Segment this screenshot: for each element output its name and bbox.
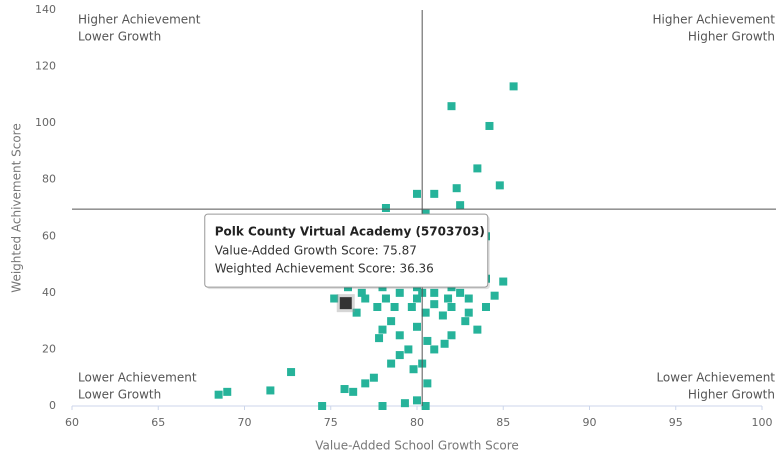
point bbox=[407, 303, 416, 311]
point bbox=[438, 311, 447, 320]
x-tick-label: 70 bbox=[238, 416, 252, 429]
point bbox=[413, 396, 421, 405]
point bbox=[413, 189, 421, 198]
point bbox=[375, 334, 384, 343]
point bbox=[423, 379, 432, 388]
y-axis-title: Weighted Achivement Score bbox=[10, 123, 24, 292]
point bbox=[423, 336, 432, 345]
point bbox=[440, 339, 449, 348]
quadrant-label: Lower Achievement bbox=[656, 371, 775, 385]
point bbox=[430, 288, 439, 297]
point bbox=[214, 390, 223, 399]
x-tick-label: 90 bbox=[583, 416, 597, 429]
point bbox=[473, 325, 482, 334]
y-tick-label: 100 bbox=[35, 116, 56, 129]
point bbox=[473, 164, 482, 173]
point bbox=[349, 387, 358, 396]
point bbox=[395, 351, 404, 360]
point bbox=[430, 345, 439, 354]
point bbox=[430, 300, 439, 309]
x-axis-title: Value-Added School Growth Score bbox=[315, 439, 519, 453]
point bbox=[430, 189, 439, 198]
point bbox=[357, 288, 366, 297]
highlight-point bbox=[339, 297, 352, 310]
tooltip-title: Polk County Virtual Academy (5703703) bbox=[215, 225, 485, 239]
point bbox=[381, 204, 390, 212]
point bbox=[461, 317, 470, 326]
quadrant-label: Higher Achievement bbox=[653, 13, 776, 27]
point bbox=[378, 402, 387, 410]
point bbox=[413, 322, 421, 331]
x-tick-label: 60 bbox=[65, 416, 79, 429]
point bbox=[400, 399, 409, 408]
point bbox=[447, 331, 456, 340]
point bbox=[404, 345, 413, 354]
quadrant-label: Higher Growth bbox=[688, 388, 775, 402]
point bbox=[361, 294, 370, 303]
point bbox=[413, 294, 421, 303]
y-tick-label: 40 bbox=[42, 286, 56, 299]
point bbox=[369, 373, 378, 382]
tooltip-line: Value-Added Growth Score: 75.87 bbox=[215, 244, 417, 258]
point bbox=[456, 201, 465, 210]
x-tick-label: 100 bbox=[752, 416, 773, 429]
x-tick-label: 75 bbox=[324, 416, 338, 429]
point bbox=[361, 379, 370, 388]
y-tick-label: 60 bbox=[42, 229, 56, 242]
y-tick-label: 0 bbox=[49, 399, 56, 412]
y-tick-label: 140 bbox=[35, 3, 56, 16]
point bbox=[318, 402, 327, 410]
quadrant-label: Lower Achievement bbox=[78, 371, 197, 385]
y-tick-label: 20 bbox=[42, 342, 56, 355]
point bbox=[495, 181, 504, 190]
x-tick-label: 65 bbox=[151, 416, 165, 429]
point bbox=[485, 121, 494, 130]
point bbox=[395, 331, 404, 340]
quadrant-label: Higher Achievement bbox=[78, 13, 201, 27]
point bbox=[287, 368, 296, 377]
tooltip-box bbox=[204, 213, 489, 288]
point bbox=[444, 294, 453, 303]
point bbox=[381, 294, 390, 303]
quadrant-label: Higher Growth bbox=[688, 30, 775, 44]
point bbox=[447, 102, 456, 111]
point bbox=[464, 294, 473, 303]
point bbox=[223, 387, 232, 396]
quadrant-label: Lower Growth bbox=[78, 30, 161, 44]
point bbox=[387, 359, 396, 368]
point bbox=[447, 303, 456, 311]
point bbox=[490, 291, 499, 300]
x-tick-label: 80 bbox=[410, 416, 424, 429]
quadrant-label: Lower Growth bbox=[78, 388, 161, 402]
point bbox=[421, 402, 430, 410]
point bbox=[266, 386, 275, 395]
point bbox=[409, 365, 418, 374]
point bbox=[340, 385, 349, 394]
point bbox=[373, 303, 382, 311]
x-tick-label: 85 bbox=[496, 416, 510, 429]
y-tick-label: 80 bbox=[42, 173, 56, 186]
point bbox=[395, 288, 404, 297]
point bbox=[421, 308, 430, 317]
point bbox=[464, 308, 473, 317]
point bbox=[499, 277, 508, 286]
point bbox=[509, 82, 518, 91]
point bbox=[482, 303, 490, 311]
point bbox=[390, 303, 399, 311]
tooltip-line: Weighted Achievement Score: 36.36 bbox=[215, 262, 434, 276]
y-tick-label: 120 bbox=[35, 60, 56, 73]
point bbox=[452, 184, 461, 193]
point bbox=[378, 325, 387, 334]
point bbox=[330, 294, 339, 303]
point bbox=[387, 317, 396, 326]
point bbox=[352, 308, 361, 317]
x-tick-label: 95 bbox=[669, 416, 683, 429]
point bbox=[456, 288, 465, 297]
